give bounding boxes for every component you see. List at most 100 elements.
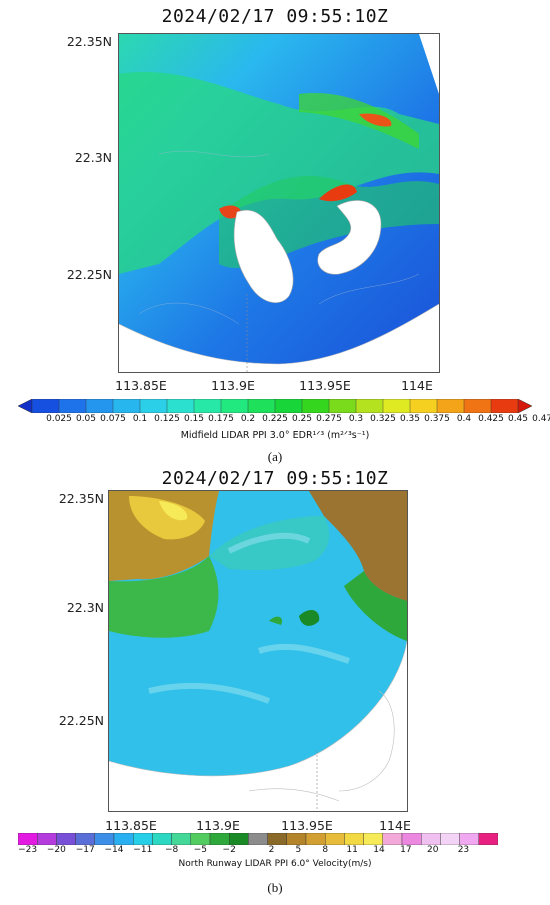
colorbar-swatch [363, 832, 384, 846]
panel-a-xtick-label: 113.9E [211, 378, 255, 393]
colorbar-swatch [37, 832, 57, 846]
colorbar-swatch [382, 398, 411, 414]
colorbar-tick-label: 0.175 [208, 414, 234, 424]
colorbar-swatch [85, 398, 114, 414]
colorbar-swatch [421, 832, 441, 846]
colorbar-swatch [139, 398, 168, 414]
colorbar-tick-label: 14 [373, 845, 385, 855]
panel-a-ytick-label: 22.25N [66, 267, 112, 282]
colorbar-tick-label: −23 [18, 845, 38, 855]
colorbar-tick-label: 0.35 [399, 414, 421, 424]
panel-b-colorbar-label: North Runway LIDAR PPI 6.0° Velocity(m/s… [178, 859, 372, 869]
colorbar-tick-label: 5 [295, 845, 302, 855]
panel-a-ytick-label: 22.3N [74, 150, 112, 165]
colorbar-tick-label: 0.475 [532, 414, 550, 424]
colorbar-swatch [328, 398, 357, 414]
colorbar-swatch [113, 832, 134, 846]
colorbar-swatch [274, 398, 303, 414]
colorbar-swatch [166, 398, 195, 414]
colorbar-swatch [305, 832, 326, 846]
colorbar-tick-label: 0.425 [478, 414, 504, 424]
colorbar-tick-label: −5 [193, 845, 208, 855]
colorbar-tick-label: 0.25 [291, 414, 313, 424]
colorbar-swatch [409, 398, 438, 414]
colorbar-swatch [463, 398, 492, 414]
panel-a-xtick-label: 113.95E [299, 378, 351, 393]
panel-b-ytick-label: 22.25N [58, 713, 104, 728]
panel-a-title: 2024/02/17 09:55:10Z [161, 6, 389, 27]
colorbar-swatch [344, 832, 364, 846]
panel-b-ytick-label: 22.3N [66, 600, 104, 615]
colorbar-swatch [267, 832, 288, 846]
colorbar-swatch [490, 398, 519, 414]
colorbar-swatch [193, 398, 222, 414]
panel-b-colorbar [17, 832, 499, 846]
colorbar-swatch [459, 832, 480, 846]
colorbar-tick-label: 0.325 [370, 414, 396, 424]
colorbar-tick-label: 0.1 [132, 414, 148, 424]
colorbar-tick-label: 0.2 [240, 414, 256, 424]
colorbar-tick-label: 0.025 [46, 414, 72, 424]
panel-b-xtick-label: 113.85E [105, 818, 157, 833]
colorbar-swatch [132, 832, 153, 846]
colorbar-tick-label: 11 [346, 845, 358, 855]
colorbar-swatch [152, 832, 172, 846]
panel-b-map [108, 490, 408, 812]
edr-hotspot [359, 113, 392, 127]
colorbar-tick-label: −17 [75, 845, 95, 855]
panel-b-velocity-field [109, 491, 407, 811]
colorbar-tick-label: 0.45 [507, 414, 529, 424]
colorbar-tick-label: 0.3 [348, 414, 364, 424]
colorbar-tick-label: −20 [46, 845, 66, 855]
panel-b-xtick-label: 113.9E [196, 818, 240, 833]
colorbar-arrow-high [517, 398, 533, 414]
colorbar-tick-label: 0.075 [100, 414, 126, 424]
colorbar-tick-label: 17 [400, 845, 412, 855]
colorbar-arrow-low [17, 398, 33, 414]
panel-a-caption: (a) [267, 449, 283, 464]
panel-a-edr-field [119, 34, 439, 372]
panel-a-colorbar-ticks: 0.025 0.05 0.075 0.1 0.125 0.15 0.175 0.2 0.225 0… [18, 414, 550, 426]
panel-b-colorbar-ticks: −23 −20 −17 −14 −11 −8 −5 −2 2 5 8 11 14 17 20 23 [18, 845, 498, 857]
colorbar-tick-label: −14 [104, 845, 124, 855]
panel-a-colorbar [17, 398, 533, 414]
colorbar-tick-label: 0.05 [75, 414, 97, 424]
panel-a-colorbar-label: Midfield LIDAR PPI 3.0° EDR¹ᐟ³ (m²ᐟ³s⁻¹) [180, 430, 370, 441]
panel-a-map [118, 33, 440, 373]
colorbar-swatch [401, 832, 422, 846]
colorbar-swatch [286, 832, 307, 846]
colorbar-swatch [301, 398, 330, 414]
colorbar-swatch [31, 398, 60, 414]
colorbar-swatch [248, 832, 268, 846]
colorbar-tick-label: 0.225 [262, 414, 288, 424]
colorbar-swatch [75, 832, 95, 846]
colorbar-swatch [478, 832, 499, 846]
panel-b-ytick-label: 22.35N [58, 491, 104, 506]
colorbar-tick-label: 0.15 [183, 414, 205, 424]
colorbar-swatch [325, 832, 345, 846]
edr-hotspot [219, 205, 242, 219]
panel-a-xtick-label: 113.85E [115, 378, 167, 393]
panel-a-xtick-label: 114E [401, 378, 433, 393]
colorbar-tick-label: 0.4 [456, 414, 472, 424]
colorbar-swatch [112, 398, 141, 414]
colorbar-swatch [355, 398, 384, 414]
colorbar-tick-label: 2 [268, 845, 275, 855]
colorbar-swatch [436, 398, 465, 414]
terrain-island [233, 209, 294, 303]
terrain-island [317, 200, 382, 275]
panel-b-xtick-label: 113.95E [281, 818, 333, 833]
colorbar-tick-label: −8 [164, 845, 179, 855]
colorbar-tick-label: 20 [426, 845, 439, 855]
panel-b-caption: (b) [267, 880, 283, 895]
colorbar-swatch [247, 398, 276, 414]
colorbar-swatch [228, 832, 249, 846]
colorbar-tick-label: 8 [322, 845, 329, 855]
colorbar-tick-label: 0.275 [316, 414, 342, 424]
colorbar-tick-label: 0.125 [154, 414, 180, 424]
colorbar-swatch [94, 832, 115, 846]
panel-b-xtick-label: 114E [379, 818, 411, 833]
colorbar-swatch [440, 832, 460, 846]
colorbar-swatch [190, 832, 211, 846]
